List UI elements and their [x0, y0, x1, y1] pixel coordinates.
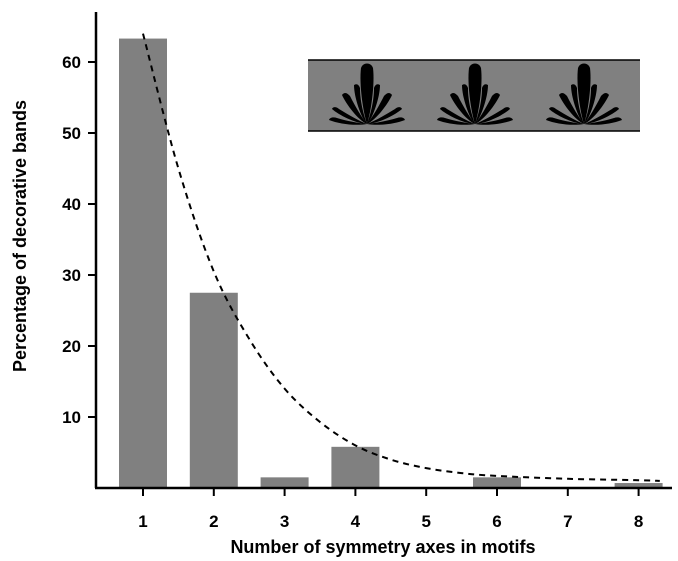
x-tick-label: 2: [209, 512, 218, 531]
x-tick-label: 3: [280, 512, 289, 531]
x-tick-label: 7: [563, 512, 572, 531]
trend-curve: [142, 33, 660, 482]
x-tick-label: 6: [492, 512, 501, 531]
y-tick-label: 40: [62, 195, 81, 214]
y-tick-label: 60: [62, 53, 81, 72]
y-tick-label: 10: [62, 408, 81, 427]
motif-inset: [308, 59, 640, 132]
x-tick-label: 4: [351, 512, 361, 531]
x-tick-label: 5: [421, 512, 430, 531]
y-tick-label: 20: [62, 337, 81, 356]
y-axis-title: Percentage of decorative bands: [10, 100, 30, 372]
bars: [119, 38, 663, 488]
x-tick-label: 1: [138, 512, 147, 531]
y-tick-label: 30: [62, 266, 81, 285]
x-tick-label: 8: [634, 512, 643, 531]
bar-6: [473, 477, 521, 488]
y-ticks: 10 20 30 40 50 60: [62, 53, 96, 427]
x-ticks: 1 2 3 4 5 6 7 8: [138, 488, 643, 531]
bar-3: [260, 477, 309, 488]
x-axis-title: Number of symmetry axes in motifs: [230, 537, 535, 557]
bar-2: [189, 292, 238, 488]
bar-1: [119, 38, 167, 488]
bar-4: [331, 446, 380, 488]
y-tick-label: 50: [62, 124, 81, 143]
bar-8: [614, 483, 663, 488]
